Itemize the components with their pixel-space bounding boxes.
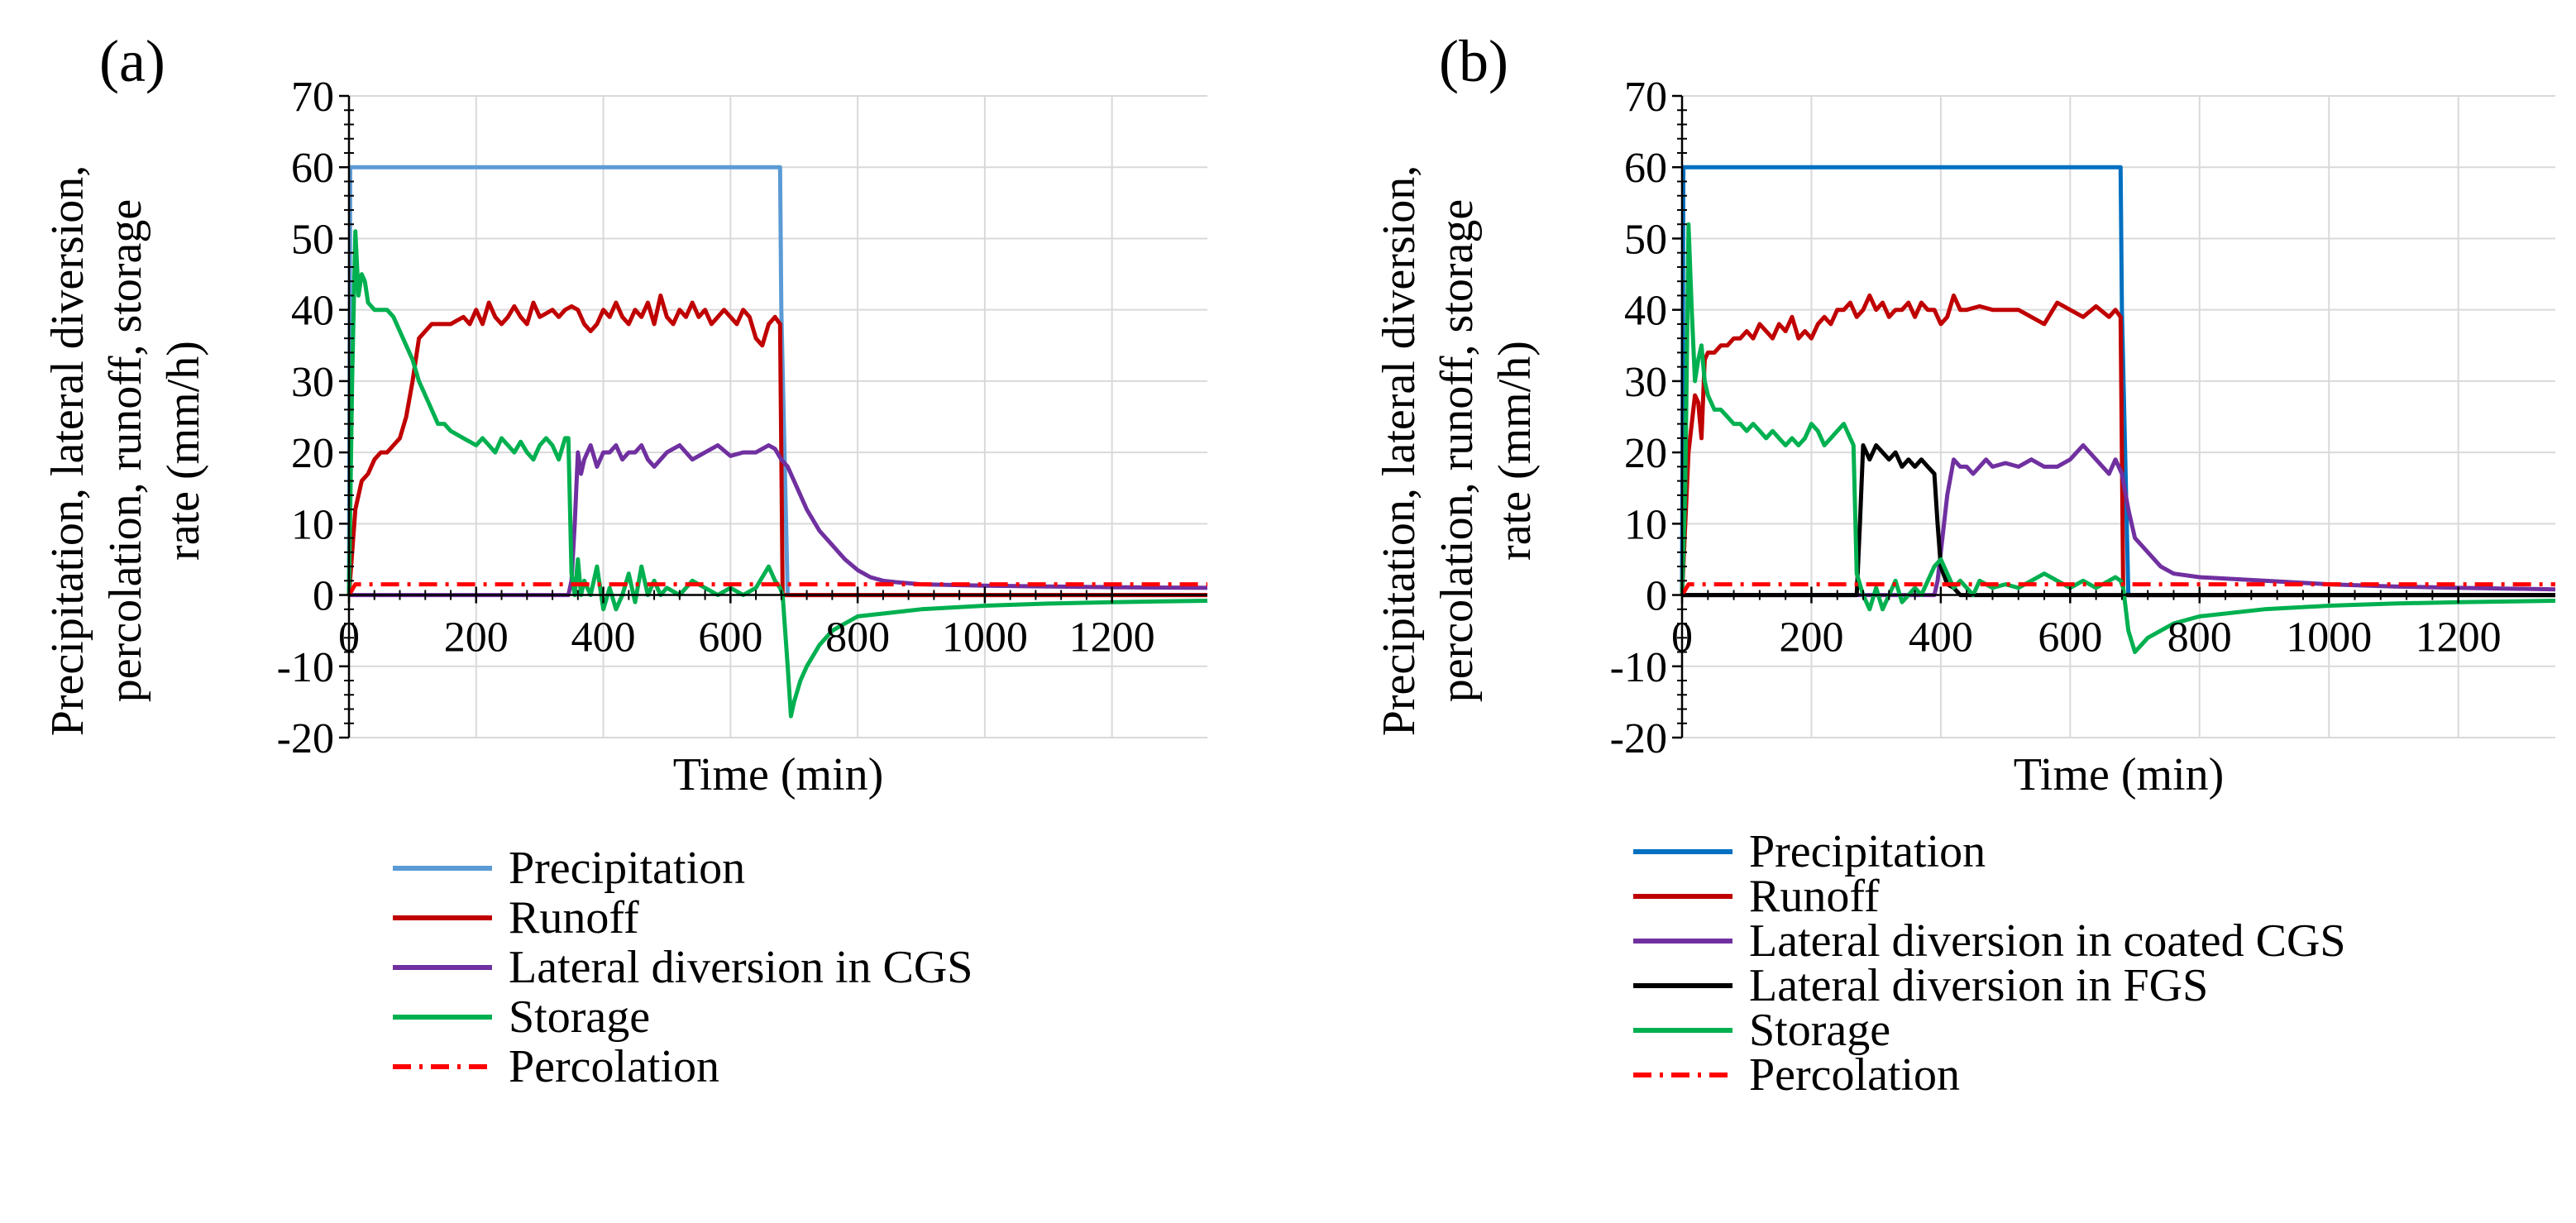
y-tick-label: 70 [1624,74,1667,121]
x-tick-label: 1000 [2286,614,2372,662]
y-axis-label-line: percolation, runoff, storage [1431,199,1483,703]
x-tick-label: 1200 [1069,614,1155,662]
series-line-runoff [1680,293,2555,598]
y-tick-label: 20 [291,430,334,477]
legend-entry: Lateral diversion in FGS [1749,960,2208,1011]
y-tick-label: -20 [277,715,334,762]
y-axis-label-line: Precipitation, lateral diversion, [42,165,93,736]
series-line-lateral-diversion-in-cgs [349,443,1208,598]
y-tick-label: -10 [1610,644,1667,691]
x-tick-label: 800 [825,614,890,662]
legend-entry: Precipitation [509,843,745,894]
x-tick-label: 600 [698,614,762,662]
x-tick-label: 800 [2167,614,2232,662]
x-tick-label: 400 [571,614,636,662]
legend-entry: Lateral diversion in coated CGS [1749,915,2346,967]
x-axis-label: Time (min) [673,749,884,800]
legend-entry: Percolation [1749,1049,1960,1101]
series-line-lateral-diversion-in-fgs [1682,443,2555,598]
x-tick-label: 400 [1909,614,1973,662]
x-tick-label: 200 [444,614,509,662]
legend-entry: Runoff [509,892,639,944]
y-tick-label: 0 [313,573,334,620]
y-tick-label: 10 [1624,501,1667,548]
y-axis-label-line: Precipitation, lateral diversion, [1374,165,1425,736]
x-axis-label: Time (min) [2014,749,2225,800]
y-tick-label: 50 [291,216,334,263]
series-line-lateral-diversion-in-coated-cgs [1682,443,2556,598]
y-tick-label: 20 [1624,430,1667,477]
legend-entry: Lateral diversion in CGS [509,942,973,993]
x-tick-label: 0 [338,614,360,662]
y-tick-label: 30 [1624,359,1667,406]
y-tick-label: 0 [1646,573,1667,620]
legend-entry: Percolation [509,1041,719,1092]
series-line-percolation [1680,582,2555,596]
y-tick-label: 60 [1624,145,1667,192]
legend-entry: Storage [509,991,650,1043]
y-tick-label: 40 [291,288,334,335]
x-tick-label: 0 [1671,614,1693,662]
y-tick-label: 70 [291,74,334,121]
y-tick-label: 40 [1624,288,1667,335]
y-tick-label: 10 [291,501,334,548]
legend-entry: Storage [1749,1005,1890,1056]
series-lines [346,165,1208,719]
panel-label: (a) [99,28,165,94]
series-lines [1680,165,2556,654]
x-tick-label: 200 [1779,614,1843,662]
y-axis-label-line: rate (mm/h) [158,341,209,561]
series-line-runoff [346,293,1207,598]
y-tick-label: 50 [1624,216,1667,263]
y-tick-label: 30 [291,359,334,406]
series-line-percolation [346,582,1207,596]
y-tick-label: 60 [291,145,334,192]
y-axis-label-line: percolation, runoff, storage [100,199,151,703]
y-tick-label: -20 [1610,715,1667,762]
panel-label: (b) [1439,28,1508,94]
legend-entry: Precipitation [1749,826,1986,877]
series-line-storage [346,229,1208,719]
y-axis-label-line: rate (mm/h) [1489,341,1541,561]
x-tick-label: 600 [2038,614,2102,662]
legend-entry: Runoff [1749,871,1880,922]
x-tick-label: 1000 [942,614,1028,662]
x-tick-label: 1200 [2416,614,2502,662]
y-tick-label: -10 [277,644,334,691]
